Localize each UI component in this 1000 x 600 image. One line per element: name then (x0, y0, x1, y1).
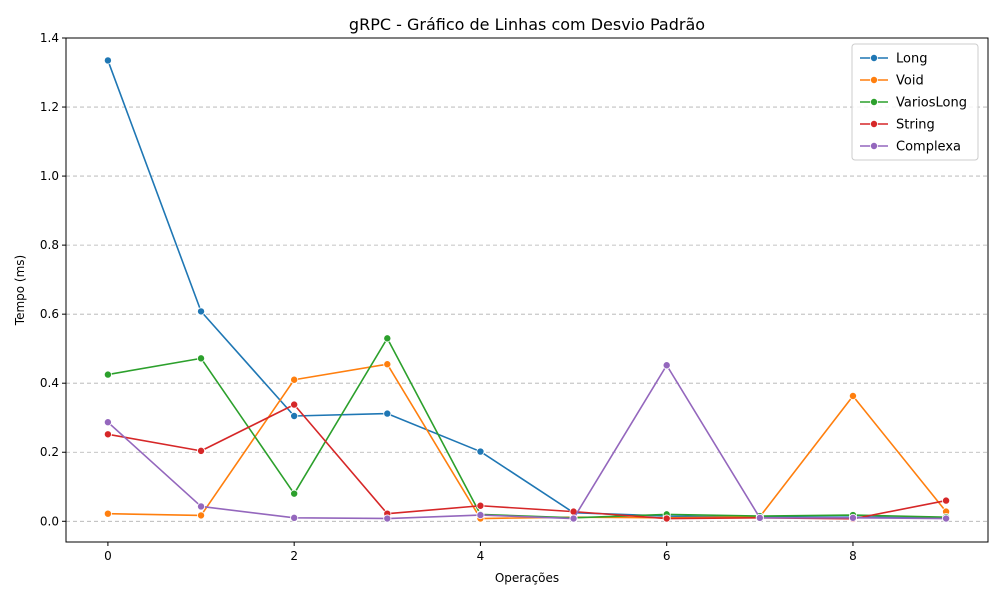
data-point-long (476, 447, 485, 456)
y-tick-label: 1.0 (40, 169, 59, 183)
data-point-void (383, 360, 392, 369)
legend-box (851, 43, 979, 161)
data-point-complexa (383, 514, 392, 523)
axes: 0.0 0.2 0.4 0.6 0.8 1.0 1.2 1.4 0 2 4 6 8 (40, 31, 989, 563)
legend-swatch-marker (870, 54, 879, 63)
data-point-void (848, 391, 857, 400)
series-line-complexa (107, 364, 947, 520)
legend-item-void: Void (860, 74, 924, 89)
data-point-long (103, 56, 112, 65)
y-tick-label: 1.4 (40, 31, 59, 45)
x-tick-label: 6 (663, 549, 671, 563)
data-point-complexa (569, 514, 578, 523)
data-point-string (662, 514, 671, 523)
data-point-complexa (290, 513, 299, 522)
data-point-long (197, 307, 206, 316)
data-point-complexa (662, 361, 671, 370)
legend-swatch-marker (870, 98, 879, 107)
legend-label: Void (896, 74, 924, 89)
legend-item-long: Long (860, 52, 927, 67)
data-point-string (103, 430, 112, 439)
y-tick-label: 0.4 (40, 376, 59, 390)
data-point-string (476, 501, 485, 510)
series-group (103, 56, 951, 523)
legend-label: String (896, 118, 935, 133)
chart-title: gRPC - Gráfico de Linhas com Desvio Padr… (349, 15, 705, 34)
y-tick-label: 0.6 (40, 307, 59, 321)
data-point-complexa (476, 511, 485, 520)
data-point-varioslong (197, 354, 206, 363)
plot-frame (65, 37, 989, 543)
legend-swatch-marker (870, 120, 879, 129)
data-point-string (197, 446, 206, 455)
legend-label: Complexa (896, 140, 961, 155)
data-point-complexa (103, 418, 112, 427)
y-tick-label: 0.2 (40, 445, 59, 459)
y-tick-label: 0.8 (40, 238, 59, 252)
series-complexa (103, 361, 951, 523)
data-point-void (290, 375, 299, 384)
x-tick-label: 4 (477, 549, 485, 563)
legend-swatch-marker (870, 141, 879, 150)
data-point-string (942, 496, 951, 505)
x-axis-label: Operações (495, 571, 559, 585)
data-point-void (103, 509, 112, 518)
data-point-varioslong (383, 334, 392, 343)
legend-label: Long (896, 52, 927, 67)
data-point-complexa (942, 514, 951, 523)
data-point-varioslong (290, 489, 299, 498)
data-point-void (197, 511, 206, 520)
legend-item-string: String (860, 118, 935, 133)
legend-label: VariosLong (896, 96, 967, 111)
data-point-complexa (848, 513, 857, 522)
legend-swatch-marker (870, 76, 879, 85)
x-tick-label: 2 (290, 549, 298, 563)
legend-item-complexa: Complexa (860, 140, 961, 155)
series-line-void (107, 363, 947, 520)
data-point-varioslong (103, 370, 112, 379)
data-point-complexa (755, 513, 764, 522)
legend-item-varioslong: VariosLong (860, 96, 967, 111)
x-tick-label: 8 (849, 549, 857, 563)
data-point-long (383, 409, 392, 418)
x-tick-label: 0 (104, 549, 112, 563)
y-axis-label: Tempo (ms) (13, 255, 27, 326)
data-point-complexa (197, 502, 206, 511)
legend: Long Void VariosLong String Complexa (851, 43, 979, 161)
data-point-long (290, 411, 299, 420)
data-point-string (290, 400, 299, 409)
y-tick-label: 0.0 (40, 514, 59, 528)
y-tick-label: 1.2 (40, 100, 59, 114)
